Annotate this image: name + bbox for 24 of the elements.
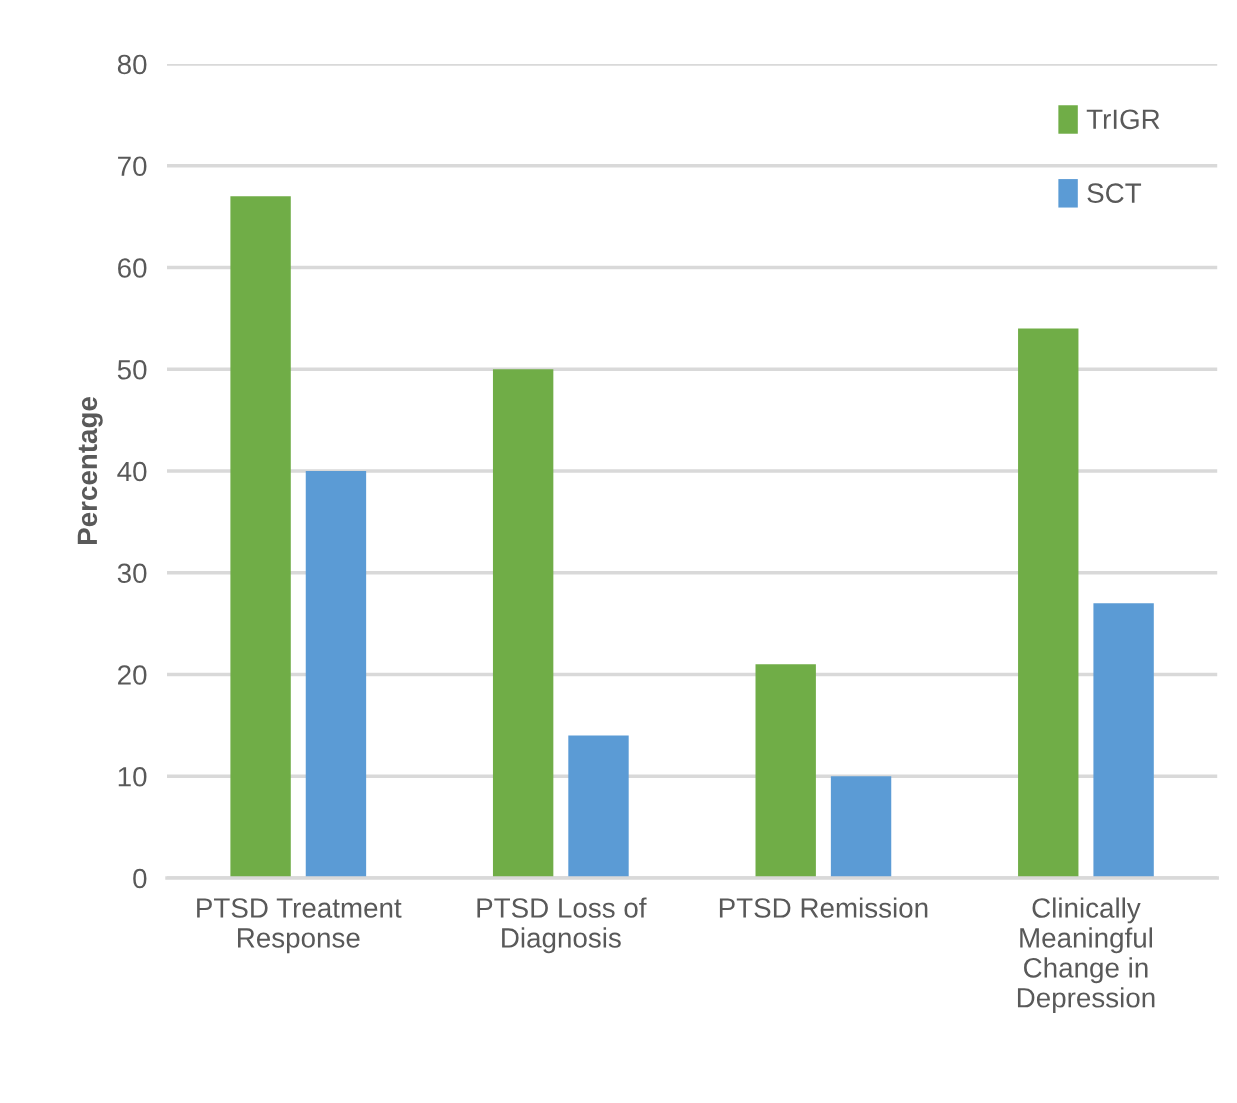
x-tick-label: PTSD Remission	[719, 897, 928, 918]
bar	[492, 369, 554, 878]
x-tick-label: PTSD Treatment Response	[197, 898, 402, 954]
x-tick-label: PTSD Loss of Diagnosis	[477, 897, 647, 954]
legend-label: TrIGR	[1086, 109, 1160, 130]
y-tick-label: 70	[118, 156, 147, 177]
bar	[755, 664, 816, 878]
bar	[305, 470, 367, 878]
legend-label: SCT	[1087, 183, 1142, 203]
y-tick-label: 40	[117, 461, 147, 482]
y-tick-label: 50	[117, 359, 147, 380]
bar	[568, 735, 629, 878]
bar	[1018, 328, 1079, 878]
x-tick-label: Clinically Meaningful Change in Depression	[1017, 897, 1155, 1014]
y-tick-label: 60	[118, 258, 147, 278]
bar	[1093, 603, 1154, 878]
y-tick-label: 0	[133, 868, 147, 889]
y-tick-label: 10	[118, 766, 147, 787]
bar	[830, 776, 892, 878]
y-tick-label: 30	[117, 563, 147, 584]
y-tick-label: 20	[118, 665, 147, 685]
bar	[230, 196, 291, 878]
y-tick-label: 80	[117, 54, 147, 75]
y-axis-title: Percentage	[77, 397, 103, 544]
